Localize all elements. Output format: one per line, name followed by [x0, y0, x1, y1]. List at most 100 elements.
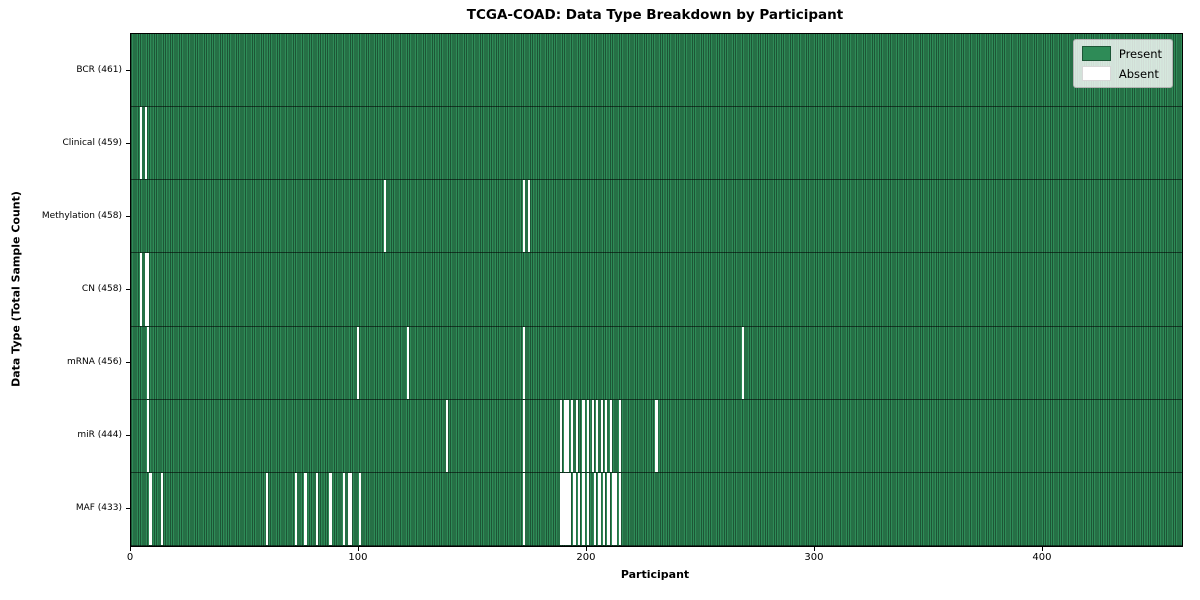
y-tick-label: miR (444): [77, 430, 122, 441]
x-tick-label: 400: [1032, 552, 1052, 563]
absent-mark: [527, 180, 530, 253]
absent-mark: [564, 472, 567, 545]
absent-mark: [356, 326, 359, 399]
heatmap-row-maf: [131, 472, 1182, 546]
x-tick-label: 200: [576, 552, 596, 563]
plot-area: Present Absent: [130, 33, 1183, 547]
absent-mark: [605, 399, 608, 472]
y-tick-mark: [126, 69, 130, 71]
absent-mark: [559, 399, 562, 472]
absent-mark: [586, 399, 590, 472]
y-tick-mark: [126, 215, 130, 217]
absent-mark: [349, 472, 353, 545]
x-tick-mark: [813, 547, 815, 551]
absent-mark: [523, 180, 526, 253]
chart-title: TCGA-COAD: Data Type Breakdown by Partic…: [466, 7, 844, 23]
absent-mark: [571, 399, 574, 472]
absent-mark: [564, 399, 567, 472]
x-tick-label: 0: [126, 552, 134, 563]
absent-mark: [329, 472, 332, 545]
x-axis-label: Participant: [620, 568, 690, 581]
absent-mark: [591, 399, 594, 472]
absent-mark: [559, 472, 562, 545]
absent-mark: [602, 472, 606, 545]
absent-mark: [144, 253, 147, 326]
heatmap-row-clinical: [131, 107, 1182, 181]
y-tick-label: BCR (461): [76, 64, 122, 75]
absent-mark: [575, 399, 578, 472]
absent-mark: [523, 326, 526, 399]
x-tick-label: 100: [348, 552, 368, 563]
absent-mark: [618, 399, 622, 472]
absent-mark: [523, 399, 526, 472]
absent-mark: [140, 253, 143, 326]
absent-mark: [561, 472, 565, 545]
absent-mark: [358, 472, 362, 545]
x-tick-mark: [1041, 547, 1043, 551]
x-tick-mark: [130, 547, 131, 551]
absent-mark: [265, 472, 268, 545]
absent-mark: [146, 326, 150, 399]
legend-item-absent: Absent: [1081, 66, 1162, 81]
absent-mark: [445, 399, 448, 472]
legend-label: Absent: [1118, 66, 1159, 81]
y-tick-label: Methylation (458): [41, 210, 122, 221]
legend-swatch-present: [1081, 46, 1111, 61]
absent-mark: [406, 326, 410, 399]
absent-mark: [144, 107, 147, 180]
absent-mark: [609, 399, 613, 472]
x-tick-mark: [357, 547, 359, 551]
y-tick-label: Clinical (459): [62, 137, 122, 148]
absent-mark: [315, 472, 318, 545]
absent-mark: [593, 472, 597, 545]
absent-mark: [566, 472, 569, 545]
absent-mark: [598, 472, 601, 545]
heatmap-row-mrna: [131, 326, 1182, 400]
absent-mark: [618, 472, 622, 545]
absent-mark: [586, 472, 590, 545]
legend-swatch-absent: [1081, 66, 1111, 81]
absent-mark: [304, 472, 307, 545]
absent-mark: [582, 472, 585, 545]
absent-mark: [149, 472, 152, 545]
heatmap-row-bcr: [131, 34, 1182, 108]
y-tick-mark: [126, 435, 130, 437]
x-tick-label: 300: [804, 552, 824, 563]
absent-mark: [523, 472, 526, 545]
legend: Present Absent: [1072, 39, 1173, 88]
y-tick-mark: [126, 362, 130, 364]
absent-mark: [741, 326, 745, 399]
legend-item-present: Present: [1081, 46, 1162, 61]
absent-mark: [384, 180, 387, 253]
legend-label: Present: [1118, 46, 1162, 61]
absent-mark: [600, 399, 603, 472]
heatmap-row-cn: [131, 253, 1182, 327]
absent-mark: [577, 472, 581, 545]
y-tick-mark: [126, 289, 130, 290]
y-tick-label: MAF (433): [75, 503, 122, 514]
absent-mark: [146, 399, 150, 472]
absent-mark: [160, 472, 163, 545]
x-tick-mark: [585, 547, 587, 551]
absent-mark: [612, 472, 615, 545]
absent-mark: [347, 472, 350, 545]
absent-mark: [343, 472, 346, 545]
absent-mark: [566, 399, 569, 472]
y-tick-mark: [126, 142, 130, 144]
heatmap-row-methylation: [131, 180, 1182, 254]
y-tick-label: mRNA (456): [67, 357, 122, 368]
absent-mark: [568, 472, 571, 545]
absent-mark: [607, 472, 610, 545]
y-tick-mark: [126, 508, 130, 510]
absent-mark: [614, 472, 617, 545]
absent-mark: [582, 399, 585, 472]
absent-mark: [596, 399, 599, 472]
absent-mark: [146, 253, 150, 326]
absent-mark: [140, 107, 143, 180]
absent-mark: [295, 472, 298, 545]
heatmap-row-mir: [131, 399, 1182, 473]
y-tick-label: CN (458): [81, 284, 122, 294]
absent-mark: [573, 472, 576, 545]
absent-mark: [655, 399, 658, 472]
